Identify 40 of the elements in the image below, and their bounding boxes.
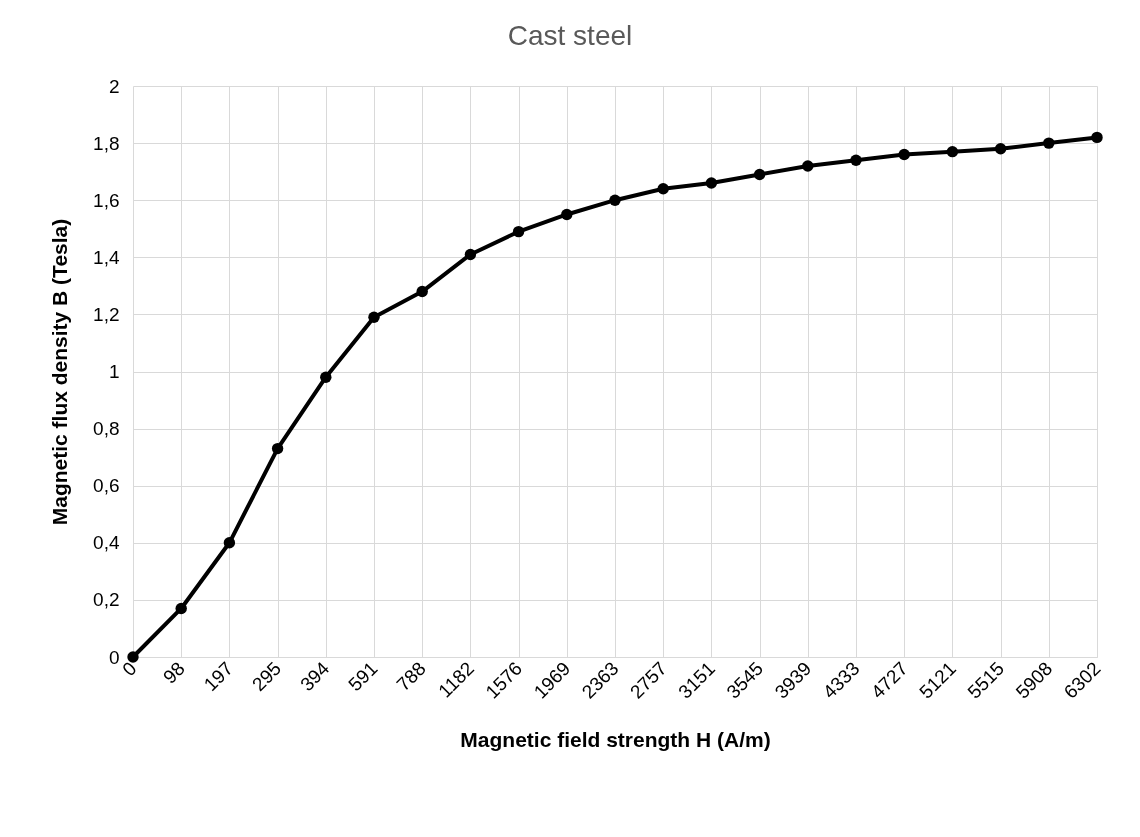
point (609, 194, 621, 206)
x-tick-label: 788 (392, 657, 430, 695)
y-tick-label: 0,6 (93, 475, 120, 497)
y-tick-label: 2 (108, 75, 120, 97)
point (657, 183, 669, 195)
point (753, 168, 766, 181)
x-tick-label: 591 (344, 657, 382, 695)
point (1043, 137, 1055, 149)
y-tick-label: 1,8 (93, 132, 120, 154)
y-tick-label: 0,8 (93, 418, 120, 440)
y-tick-label: 1,6 (93, 189, 120, 211)
x-tick-label: 394 (296, 657, 334, 695)
point (223, 537, 236, 549)
point (464, 248, 477, 261)
x-tick-label: 197 (199, 657, 237, 695)
point (175, 602, 187, 615)
y-axis-title: Magnetic flux density B (Tesla) (48, 218, 72, 526)
point (416, 285, 428, 298)
y-tick-label: 0,2 (93, 589, 120, 611)
point (561, 208, 573, 221)
y-tick-label: 0,4 (93, 532, 120, 554)
point (994, 143, 1007, 155)
x-axis-title: Magnetic field strength H (A/m) (460, 728, 771, 752)
point (368, 311, 380, 323)
point (320, 371, 332, 383)
point (1091, 131, 1103, 144)
point (512, 225, 525, 238)
point (705, 177, 718, 189)
point (898, 148, 910, 161)
chart-title: Cast steel (507, 20, 633, 51)
y-tick-label: 1,4 (93, 246, 120, 268)
point (850, 154, 862, 166)
x-tick-label: 295 (247, 657, 286, 695)
point (271, 442, 284, 455)
point (802, 160, 814, 172)
y-tick-label: 1 (108, 361, 120, 382)
x-tick-label: 98 (158, 657, 189, 688)
y-tick-label: 1,2 (93, 303, 120, 325)
point (127, 651, 139, 663)
point (946, 145, 959, 158)
